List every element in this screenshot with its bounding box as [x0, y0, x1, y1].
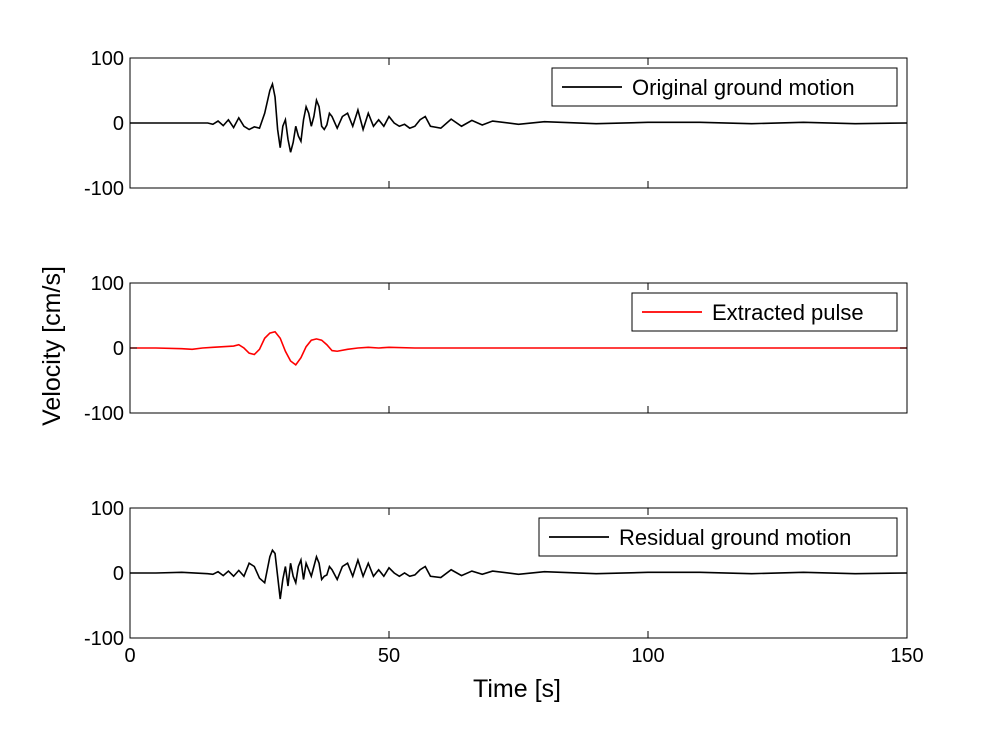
- legend-1: Original ground motion: [551, 67, 898, 107]
- panel-2: -100 0 100 Extracted pulse: [84, 273, 908, 425]
- legend-label: Original ground motion: [632, 75, 855, 100]
- y-tick-label: -100: [84, 403, 124, 425]
- series-line-2: [130, 330, 907, 367]
- legend-label: Residual ground motion: [619, 525, 851, 550]
- y-tick-label: -100: [84, 178, 124, 200]
- y-tick-label: 100: [91, 48, 124, 70]
- x-axis-title: Time [s]: [473, 675, 561, 703]
- series-line-1: [130, 81, 907, 153]
- series-line-3: [130, 548, 907, 600]
- legend-2: Extracted pulse: [631, 292, 898, 332]
- panel-1: -100 0 100 Original ground motion: [84, 48, 908, 200]
- y-tick-label: 0: [113, 338, 124, 360]
- y-tick-label: 100: [91, 498, 124, 520]
- y-tick-label: -100: [84, 628, 124, 650]
- legend-label: Extracted pulse: [712, 300, 864, 325]
- x-tick-label: 150: [890, 645, 923, 667]
- y-tick-label: 0: [113, 563, 124, 585]
- y-tick-label: 100: [91, 273, 124, 295]
- x-tick-label: 0: [124, 645, 135, 667]
- x-tick-label: 50: [378, 645, 400, 667]
- y-tick-label: 0: [113, 113, 124, 135]
- y-axis-title: Velocity [cm/s]: [38, 266, 66, 426]
- legend-3: Residual ground motion: [538, 517, 898, 557]
- x-tick-label: 100: [631, 645, 664, 667]
